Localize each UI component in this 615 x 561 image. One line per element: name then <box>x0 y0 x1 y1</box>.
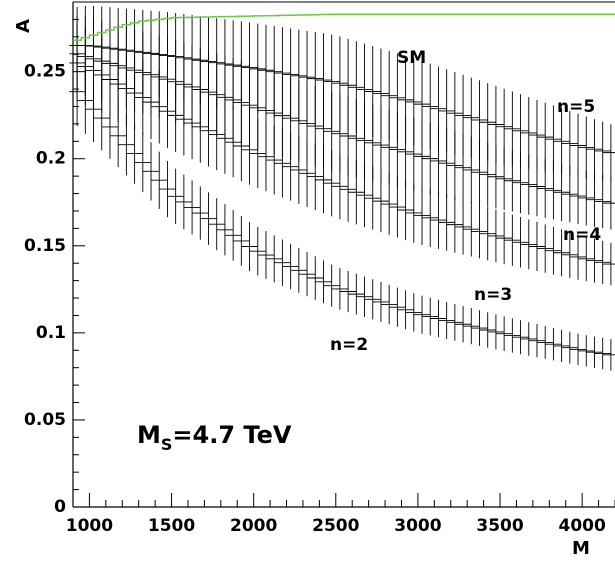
x-tick-label: 2500 <box>312 516 359 536</box>
y-tick-label: 0.2 <box>36 149 66 169</box>
error-bars <box>69 5 615 371</box>
y-tick-labels: 0 0.05 0.1 0.15 0.2 0.25 <box>24 62 66 517</box>
x-tick-label: 2000 <box>230 516 277 536</box>
annotation-main: M <box>137 421 161 449</box>
y-ticks <box>73 18 85 508</box>
series-label-n5: n=5 <box>557 97 595 117</box>
y-tick-label: 0 <box>54 497 66 517</box>
y-tick-label: 0.15 <box>24 236 66 256</box>
x-axis-label: M <box>572 538 590 559</box>
x-tick-label: 1500 <box>148 516 195 536</box>
annotation-subscript: S <box>161 435 173 454</box>
y-tick-label: 0.1 <box>36 323 66 343</box>
annotation-rest: =4.7 TeV <box>172 421 291 449</box>
y-tick-label: 0.05 <box>24 410 66 430</box>
error-bar-series-n3 <box>69 24 615 286</box>
x-tick-label: 1000 <box>66 516 113 536</box>
y-axis-label: A <box>13 19 34 33</box>
x-tick-label: 3000 <box>394 516 441 536</box>
x-tick-labels: 1000 1500 2000 2500 3000 3500 4000 <box>66 516 606 536</box>
error-bar-series-n2 <box>69 57 615 371</box>
energy-scale-annotation: MS=4.7 TeV <box>137 421 292 454</box>
series-label-n2: n=2 <box>330 335 368 355</box>
series-label-n3: n=3 <box>474 285 512 305</box>
x-ticks <box>72 493 615 507</box>
x-tick-label: 3500 <box>476 516 523 536</box>
plot-frame <box>72 1 615 508</box>
x-tick-label: 4000 <box>558 516 605 536</box>
series-label-sm: SM <box>397 48 426 68</box>
y-tick-label: 0.25 <box>24 62 66 82</box>
series-label-n4: n=4 <box>563 225 601 245</box>
sm-series-line <box>73 13 615 42</box>
